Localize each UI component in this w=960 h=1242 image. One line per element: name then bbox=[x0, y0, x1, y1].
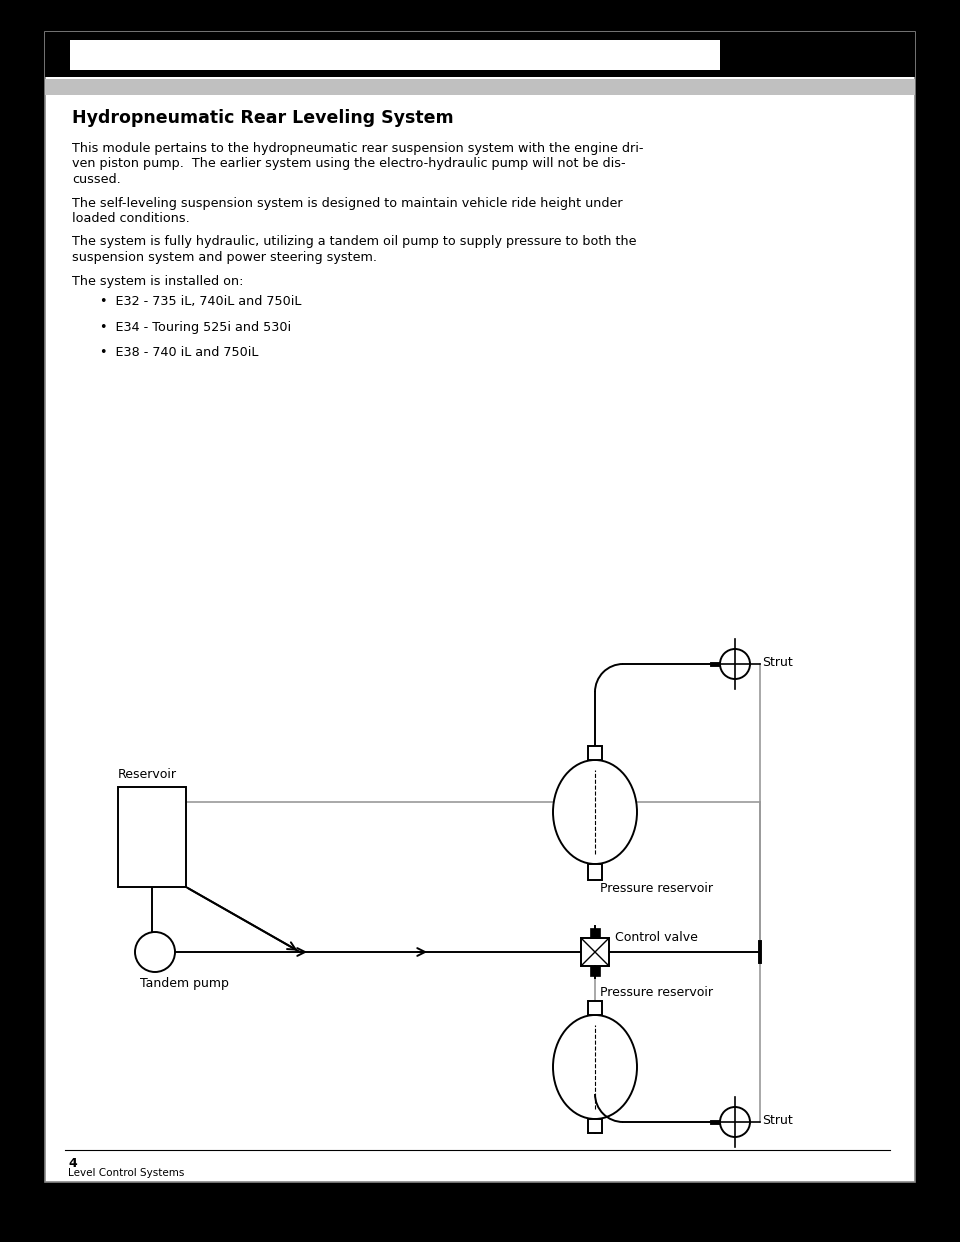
Bar bbox=[588, 864, 602, 881]
Bar bbox=[118, 787, 186, 887]
Ellipse shape bbox=[553, 760, 637, 864]
Bar bbox=[590, 966, 600, 976]
Circle shape bbox=[135, 932, 175, 972]
Text: This module pertains to the hydropneumatic rear suspension system with the engin: This module pertains to the hydropneumat… bbox=[72, 142, 643, 155]
Ellipse shape bbox=[553, 1015, 637, 1119]
Text: loaded conditions.: loaded conditions. bbox=[72, 212, 190, 225]
Text: •  E32 - 735 iL, 740iL and 750iL: • E32 - 735 iL, 740iL and 750iL bbox=[100, 294, 301, 308]
Text: cussed.: cussed. bbox=[72, 173, 121, 186]
Bar bbox=[45, 32, 915, 77]
Text: Strut: Strut bbox=[762, 656, 793, 668]
Bar bbox=[588, 746, 602, 760]
Circle shape bbox=[720, 650, 750, 679]
Text: Control valve: Control valve bbox=[615, 932, 698, 944]
Text: Tandem pump: Tandem pump bbox=[140, 977, 228, 990]
Text: Pressure reservoir: Pressure reservoir bbox=[600, 986, 713, 999]
Text: Level Control Systems: Level Control Systems bbox=[68, 1167, 184, 1177]
Text: Strut: Strut bbox=[762, 1114, 793, 1126]
Circle shape bbox=[720, 1107, 750, 1136]
Bar bbox=[70, 40, 720, 70]
Bar bbox=[581, 938, 609, 966]
Text: Hydropneumatic Rear Leveling System: Hydropneumatic Rear Leveling System bbox=[72, 109, 454, 127]
Text: Reservoir: Reservoir bbox=[118, 768, 177, 781]
Text: Pressure reservoir: Pressure reservoir bbox=[600, 882, 713, 895]
Text: ven piston pump.  The earlier system using the electro-hydraulic pump will not b: ven piston pump. The earlier system usin… bbox=[72, 158, 626, 170]
Bar bbox=[590, 928, 600, 938]
Bar bbox=[588, 1119, 602, 1133]
Text: The self-leveling suspension system is designed to maintain vehicle ride height : The self-leveling suspension system is d… bbox=[72, 196, 623, 210]
Text: 4: 4 bbox=[68, 1158, 77, 1170]
Bar bbox=[45, 79, 915, 94]
Text: The system is fully hydraulic, utilizing a tandem oil pump to supply pressure to: The system is fully hydraulic, utilizing… bbox=[72, 236, 636, 248]
Bar bbox=[588, 1001, 602, 1015]
Text: •  E34 - Touring 525i and 530i: • E34 - Touring 525i and 530i bbox=[100, 320, 291, 334]
Text: •  E38 - 740 iL and 750iL: • E38 - 740 iL and 750iL bbox=[100, 347, 258, 359]
Text: The system is installed on:: The system is installed on: bbox=[72, 274, 244, 287]
Text: suspension system and power steering system.: suspension system and power steering sys… bbox=[72, 251, 377, 265]
